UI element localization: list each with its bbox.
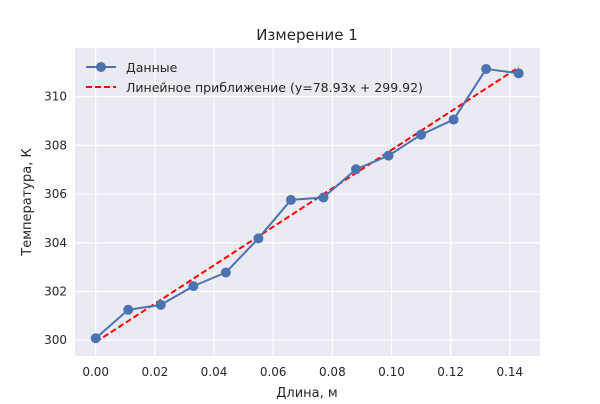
y-tick-label: 300	[44, 333, 67, 347]
data-point	[253, 233, 264, 244]
legend: Данные Линейное приближение (y=78.93x + …	[86, 60, 423, 95]
data-point	[383, 150, 394, 161]
data-point	[155, 299, 166, 310]
data-point	[285, 194, 296, 205]
data-point	[351, 164, 362, 175]
data-point	[481, 63, 492, 74]
data-series-group	[90, 63, 524, 344]
y-tick-label: 306	[44, 187, 67, 201]
y-axis-label: Температура, К	[20, 148, 35, 256]
data-point	[123, 304, 134, 315]
data-point	[513, 68, 524, 79]
data-point	[90, 333, 101, 344]
x-tick-label: 0.04	[201, 365, 228, 379]
data-point	[416, 129, 427, 140]
data-point	[188, 281, 199, 292]
data-point	[318, 192, 329, 203]
legend-data-label: Данные	[126, 60, 178, 75]
x-tick-label: 0.10	[378, 365, 405, 379]
y-tick-label: 310	[44, 90, 67, 104]
x-tick-label: 0.12	[437, 365, 464, 379]
y-tick-label: 302	[44, 284, 67, 298]
x-tick-label: 0.00	[82, 365, 109, 379]
fit-line-group	[95, 66, 520, 343]
y-tick-labels: 300 302 304 306 308 310	[44, 90, 67, 347]
y-tick-label: 304	[44, 236, 67, 250]
grid-lines	[75, 48, 540, 356]
x-tick-label: 0.02	[142, 365, 169, 379]
x-tick-label: 0.14	[496, 365, 523, 379]
x-tick-label: 0.08	[319, 365, 346, 379]
chart-title: Измерение 1	[256, 26, 358, 44]
data-point	[220, 267, 231, 278]
y-tick-label: 308	[44, 138, 67, 152]
x-tick-labels: 0.00 0.02 0.04 0.06 0.08 0.10 0.12 0.14	[82, 365, 523, 379]
x-axis-label: Длина, м	[276, 386, 337, 400]
x-tick-label: 0.06	[260, 365, 287, 379]
data-line	[95, 67, 519, 339]
legend-fit-label: Линейное приближение (y=78.93x + 299.92)	[126, 80, 423, 95]
fit-line	[95, 66, 520, 343]
legend-data-marker	[96, 62, 106, 72]
data-point	[448, 114, 459, 125]
